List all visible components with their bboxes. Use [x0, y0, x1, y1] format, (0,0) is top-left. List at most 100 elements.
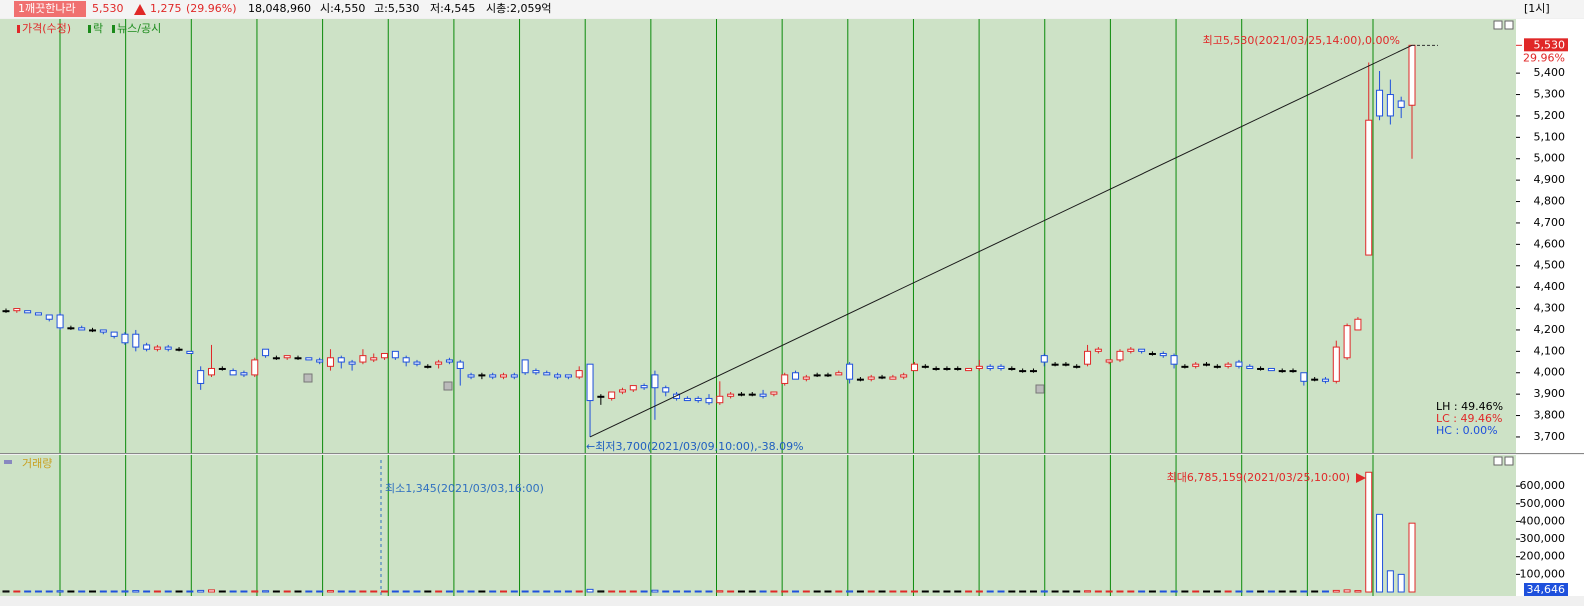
- legend-news[interactable]: 뉴스/공시: [117, 22, 161, 35]
- candle-body: [1148, 352, 1156, 355]
- volume-bar: [1116, 590, 1124, 593]
- volume-bar: [1148, 590, 1156, 593]
- y-tick-label: 4,700: [1534, 216, 1566, 229]
- candle-body: [326, 357, 334, 367]
- candle-body: [143, 344, 151, 350]
- volume-bar: [1267, 590, 1275, 593]
- candle-body: [89, 329, 97, 332]
- open: 시:4,550: [320, 2, 365, 15]
- candle-body: [1343, 325, 1351, 359]
- change-pct: (29.96%): [186, 2, 237, 15]
- candle-body: [954, 367, 962, 370]
- y-tick-label: 4,600: [1534, 237, 1566, 250]
- volume-bar: [1408, 522, 1416, 593]
- y-tick-label: 3,800: [1534, 409, 1566, 422]
- candle-body: [207, 367, 215, 376]
- panel-button[interactable]: [1504, 456, 1514, 466]
- volume: 18,048,960: [248, 2, 311, 15]
- candle-body: [1332, 346, 1340, 382]
- volume-bar: [835, 590, 843, 593]
- volume-panel: [0, 455, 1516, 596]
- volume-bar: [132, 590, 140, 593]
- volume-bar: [575, 590, 583, 593]
- candle-body: [543, 372, 551, 376]
- volume-bar: [662, 590, 670, 593]
- volume-bar: [1300, 590, 1308, 593]
- market-cap: 시총:2,059억: [486, 2, 552, 15]
- candle-body: [889, 376, 897, 380]
- volume-bar: [1008, 590, 1016, 593]
- volume-bar: [554, 590, 562, 593]
- volume-bar: [1365, 471, 1373, 593]
- legend-marker: [112, 25, 115, 33]
- volume-bar: [272, 590, 280, 593]
- y-tick-label: 5,300: [1534, 88, 1566, 101]
- volume-bar: [218, 590, 226, 593]
- legend-volume[interactable]: 거래량: [22, 457, 52, 470]
- volume-bar: [1181, 590, 1189, 593]
- candle-body: [1051, 363, 1059, 366]
- candle-body: [1397, 100, 1405, 108]
- candle-body: [370, 357, 378, 361]
- volume-bar: [283, 590, 291, 593]
- candle-body: [272, 357, 280, 360]
- news-icon[interactable]: [443, 381, 453, 391]
- volume-bar: [359, 590, 367, 593]
- volume-bar: [424, 590, 432, 593]
- panel-button[interactable]: [1493, 20, 1503, 30]
- legend-rights[interactable]: 락: [93, 22, 103, 35]
- volume-bar: [34, 590, 42, 593]
- volume-bar: [456, 590, 464, 593]
- volume-bar: [975, 590, 983, 593]
- news-icon[interactable]: [1035, 384, 1045, 394]
- candle-body: [824, 374, 832, 377]
- candle-body: [1159, 352, 1167, 357]
- candle-body: [283, 355, 291, 359]
- candle-body: [943, 367, 951, 370]
- candle-body: [705, 397, 713, 404]
- volume-bar: [121, 590, 129, 593]
- candle-body: [467, 374, 475, 378]
- day-grid: [59, 19, 1374, 596]
- candle-body: [727, 393, 735, 397]
- volume-bar: [802, 590, 810, 593]
- volume-bar: [651, 589, 659, 593]
- volume-bar: [24, 590, 32, 593]
- volume-bar: [1203, 590, 1211, 593]
- candle-body: [1040, 355, 1048, 363]
- y-tick-label: 5,100: [1534, 130, 1566, 143]
- y-tick-label: 500,000: [1520, 497, 1566, 510]
- interval[interactable]: [1시]: [1524, 2, 1550, 15]
- y-tick-label: 3,900: [1534, 387, 1566, 400]
- candle-body: [673, 393, 681, 399]
- legend-price[interactable]: 가격(수정): [22, 22, 71, 35]
- volume-bar: [89, 590, 97, 593]
- candle-body: [489, 374, 497, 378]
- volume-bar: [197, 589, 205, 593]
- y-tick-label: 5,200: [1534, 109, 1566, 122]
- panel-button[interactable]: [1504, 20, 1514, 30]
- y-tick-label: 4,300: [1534, 302, 1566, 315]
- candle-body: [629, 385, 637, 391]
- volume-bar: [391, 590, 399, 593]
- y-tick-label: 100,000: [1520, 567, 1566, 580]
- y-tick-label: 4,200: [1534, 323, 1566, 336]
- candle-body: [1386, 94, 1394, 117]
- panel-button[interactable]: [1493, 456, 1503, 466]
- news-icon[interactable]: [303, 373, 313, 383]
- candle-body: [716, 395, 724, 404]
- low: 저:4,545: [430, 2, 475, 15]
- header-bar: [0, 0, 1584, 18]
- volume-bar: [1332, 589, 1340, 593]
- legend-marker: [4, 460, 12, 464]
- candle-body: [932, 367, 940, 370]
- candle-body: [13, 308, 21, 312]
- volume-bar: [954, 590, 962, 593]
- volume-bar: [1051, 590, 1059, 593]
- candle-body: [337, 357, 345, 363]
- candle-body: [813, 374, 821, 377]
- volume-bar: [910, 590, 918, 593]
- current-price-label: 5,530: [1534, 38, 1566, 51]
- candle-body: [1138, 348, 1146, 352]
- candle-body: [781, 374, 789, 384]
